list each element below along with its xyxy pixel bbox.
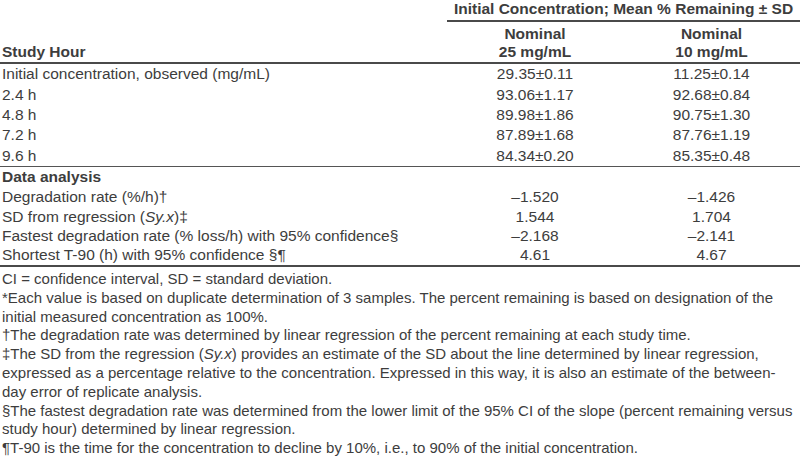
cell-value: 84.34±0.20 (447, 147, 623, 165)
cell-value: –1.426 (623, 188, 800, 206)
study-hour-header: Study Hour (0, 43, 447, 61)
cell-value: –1.520 (447, 188, 623, 206)
span-header-row: Initial Concentration; Mean % Remaining … (0, 0, 800, 22)
cell-value: 90.75±1.30 (623, 106, 800, 124)
column-header-row: Study Hour Nominal 25 mg/mL Nominal 10 m… (0, 22, 800, 64)
table-row: 4.8 h 89.98±1.86 90.75±1.30 (0, 105, 800, 125)
stability-table: Initial Concentration; Mean % Remaining … (0, 0, 800, 267)
footnote-pilcrow: ¶T-90 is the time for the concentration … (2, 439, 798, 458)
col1-nominal-label: Nominal (447, 25, 623, 43)
footnote-abbreviations: CI = confidence interval, SD = standard … (2, 270, 798, 289)
footnote-text: ‡The SD from the regression ( (2, 345, 204, 362)
table-row: 2.4 h 93.06±1.17 92.68±0.84 (0, 84, 800, 104)
cell-value: 11.25±0.14 (623, 65, 800, 83)
stability-table-page: Initial Concentration; Mean % Remaining … (0, 0, 800, 466)
table-row: Initial concentration, observed (mg/mL) … (0, 64, 800, 84)
row-label: 7.2 h (0, 126, 447, 144)
row-label: Degradation rate (%/h)† (0, 188, 447, 206)
table-row: Shortest T-90 (h) with 95% confidence §¶… (0, 246, 800, 265)
col2-nominal-label: Nominal (623, 25, 800, 43)
cell-value: –2.141 (623, 227, 800, 245)
col1-concentration-label: 25 mg/mL (447, 43, 623, 61)
table-row: Fastest degradation rate (% loss/h) with… (0, 226, 800, 245)
row-label-italic-text: Sy.x (145, 208, 174, 225)
row-label-text: SD from regression ( (2, 208, 145, 225)
table-row: 7.2 h 87.89±1.68 87.76±1.19 (0, 125, 800, 145)
cell-value: 4.61 (447, 246, 623, 264)
footnote-italic-text: Sy.x (204, 345, 232, 362)
footnote-asterisk: *Each value is based on duplicate determ… (2, 289, 798, 327)
col2-concentration-label: 10 mg/mL (623, 43, 800, 61)
row-label: 2.4 h (0, 86, 447, 104)
row-label: 9.6 h (0, 147, 447, 165)
table-row: SD from regression (Sy.x)‡ 1.544 1.704 (0, 207, 800, 226)
cell-value: 29.35±0.11 (447, 65, 623, 83)
cell-value: 92.68±0.84 (623, 86, 800, 104)
footnote-dagger: †The degradation rate was determined by … (2, 326, 798, 345)
cell-value: 85.35±0.48 (623, 147, 800, 165)
span-header: Initial Concentration; Mean % Remaining … (447, 0, 800, 22)
col-header-nominal-25: Nominal 25 mg/mL (447, 25, 623, 61)
cell-value: 89.98±1.86 (447, 106, 623, 124)
row-label: SD from regression (Sy.x)‡ (0, 208, 447, 226)
section-header-row: Data analysis (0, 166, 800, 188)
section-header: Data analysis (0, 168, 447, 186)
cell-value: –2.168 (447, 227, 623, 245)
cell-value: 4.67 (623, 246, 800, 264)
table-footnotes: CI = confidence interval, SD = standard … (0, 267, 798, 458)
row-label: Initial concentration, observed (mg/mL) (0, 65, 447, 83)
row-label: 4.8 h (0, 106, 447, 124)
footnote-section-sign: §The fastest degradation rate was determ… (2, 402, 798, 440)
span-header-spacer (0, 0, 447, 22)
row-label-text: )‡ (174, 208, 188, 225)
row-label: Shortest T-90 (h) with 95% confidence §¶ (0, 246, 447, 264)
footnote-double-dagger: ‡The SD from the regression (Sy.x) provi… (2, 345, 798, 401)
cell-value: 87.76±1.19 (623, 126, 800, 144)
row-label: Fastest degradation rate (% loss/h) with… (0, 227, 447, 245)
table-row: Degradation rate (%/h)† –1.520 –1.426 (0, 187, 800, 206)
table-row: 9.6 h 84.34±0.20 85.35±0.48 (0, 146, 800, 166)
cell-value: 1.704 (623, 208, 800, 226)
cell-value: 93.06±1.17 (447, 86, 623, 104)
cell-value: 1.544 (447, 208, 623, 226)
col-header-nominal-10: Nominal 10 mg/mL (623, 25, 800, 61)
cell-value: 87.89±1.68 (447, 126, 623, 144)
